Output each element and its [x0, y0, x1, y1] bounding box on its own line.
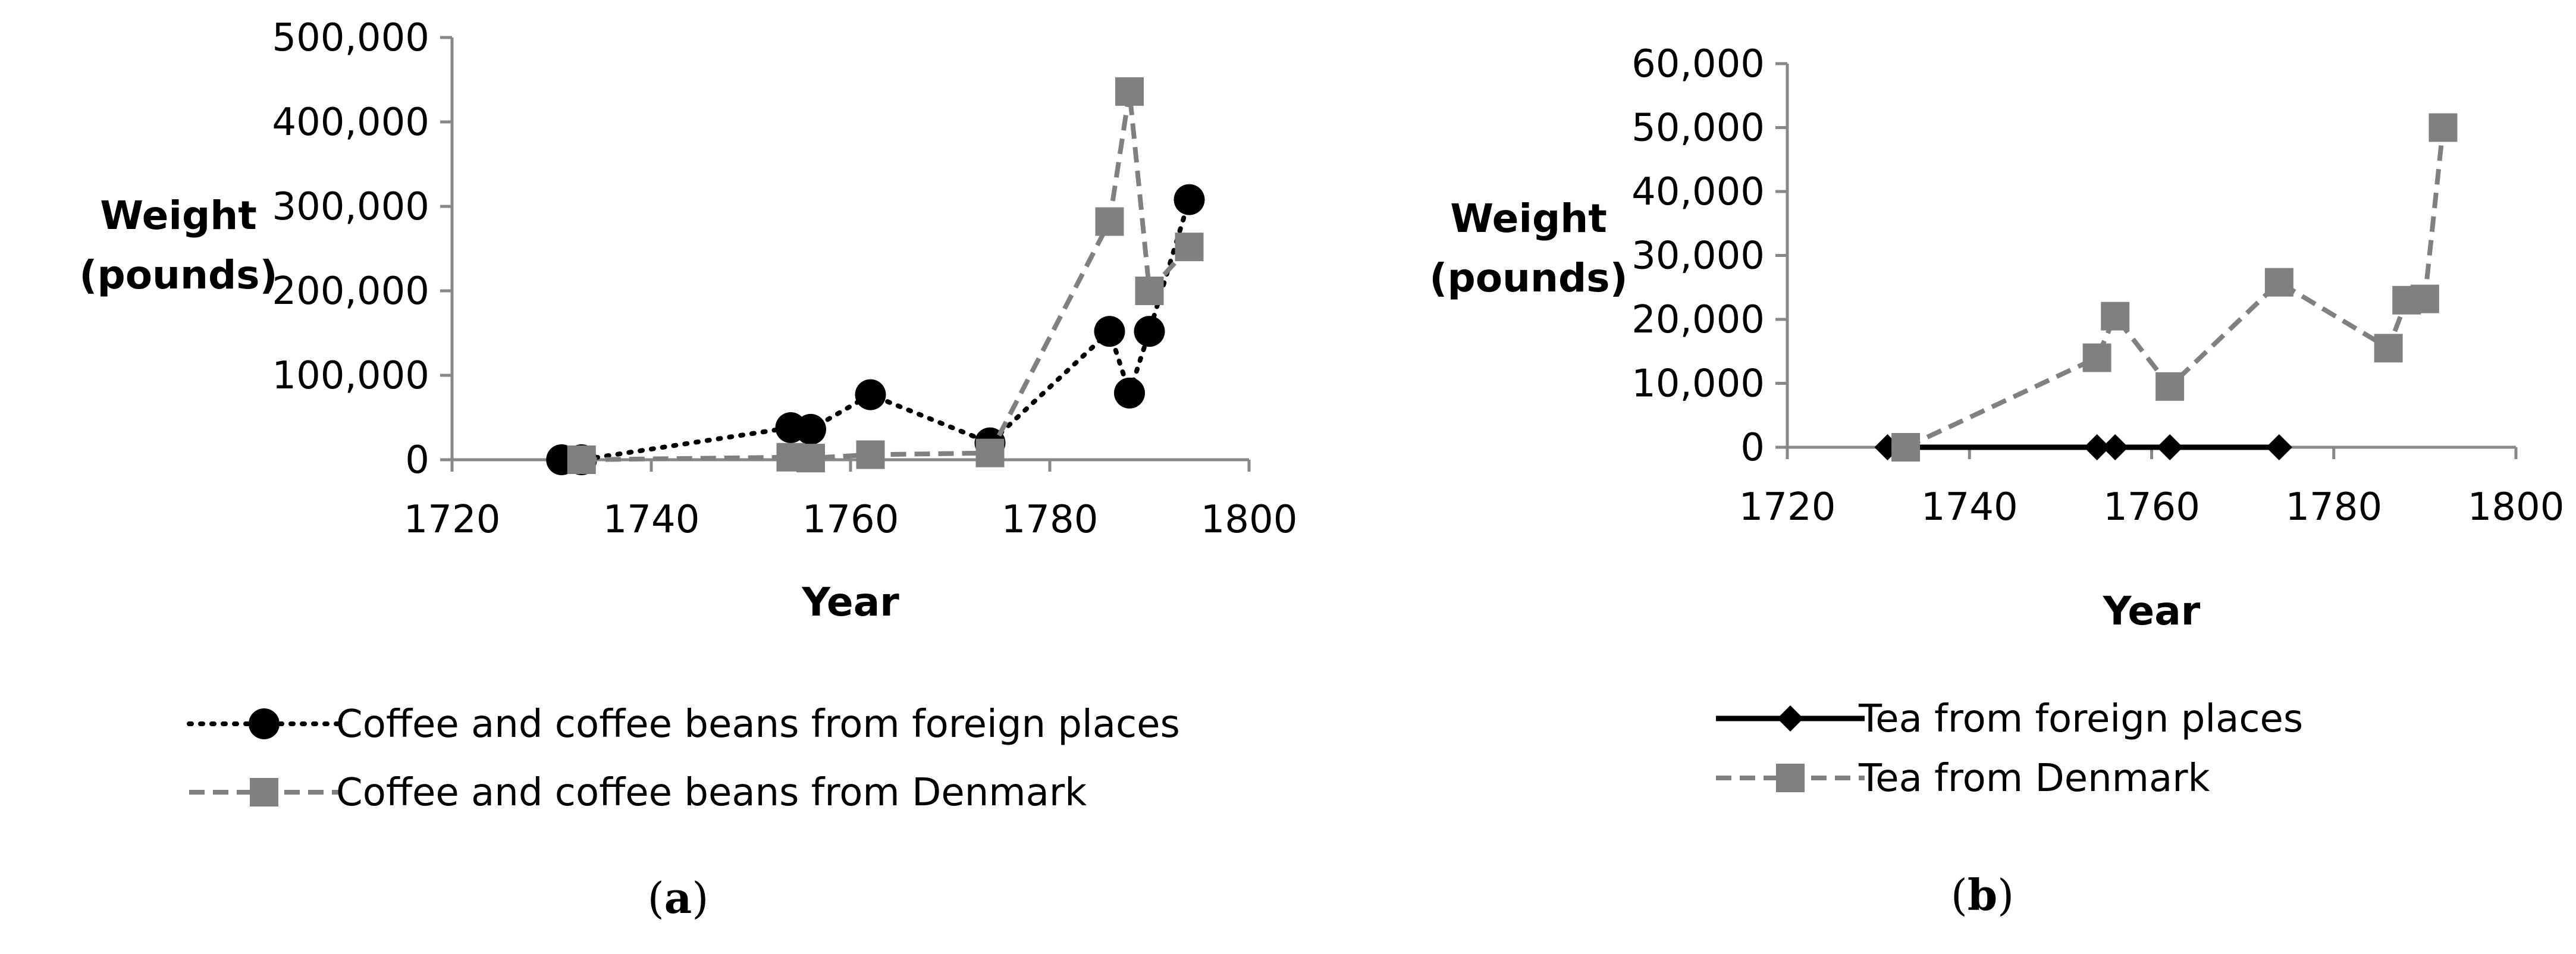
data-point [1095, 207, 1124, 236]
series-1 [1874, 434, 2292, 460]
legend-marker [1777, 705, 1803, 732]
y-axis-label: Weight [100, 193, 257, 238]
data-point [855, 379, 886, 410]
data-point [1891, 433, 1921, 462]
y-tick-label: 200,000 [272, 269, 429, 313]
x-tick-label: 1780 [1002, 498, 1099, 542]
data-point [1115, 77, 1144, 106]
y-tick-label: 100,000 [272, 354, 429, 398]
legend-label: Coffee and coffee beans from foreign pla… [336, 702, 1180, 746]
x-axis-label: Year [2103, 588, 2201, 634]
data-point [2082, 343, 2111, 372]
panel-label: (a) [648, 873, 709, 923]
legend-entry: Tea from Denmark [1716, 757, 2210, 801]
x-tick-label: 1780 [2285, 485, 2382, 529]
y-tick-label: 300,000 [272, 185, 429, 229]
y-tick-label: 0 [405, 438, 429, 482]
data-point [2157, 434, 2183, 460]
x-tick-label: 1800 [2468, 485, 2565, 529]
legend-marker [249, 708, 280, 739]
chart-panel-b: 0 10,000 20,000 30,000 40,000 50,000 60,000 172… [1429, 42, 2564, 920]
legend-entry: Coffee and coffee beans from Denmark [189, 771, 1087, 815]
data-point [796, 444, 825, 473]
legend-entry: Tea from foreign places [1716, 697, 2303, 741]
x-tick-label: 1740 [1921, 485, 2018, 529]
y-tick-label: 30,000 [1631, 234, 1765, 278]
y-tick-label: 60,000 [1631, 42, 1765, 86]
y-tick-label: 500,000 [272, 16, 429, 60]
y-tick-label: 400,000 [272, 101, 429, 145]
x-tick-label: 1800 [1201, 498, 1298, 542]
y-axis-label: Weight [1450, 196, 1607, 241]
x-tick-label: 1760 [802, 498, 899, 542]
series-2 [567, 77, 1204, 474]
data-point [1114, 377, 1145, 409]
data-point [1134, 316, 1165, 347]
data-point [2374, 334, 2403, 363]
panel-label: (b) [1951, 870, 2015, 920]
data-point [2428, 113, 2458, 142]
data-point [856, 440, 885, 469]
data-point [567, 445, 596, 474]
data-point [2084, 434, 2110, 460]
y-tick-label: 20,000 [1631, 298, 1765, 342]
data-point [1094, 316, 1125, 347]
series-line [581, 89, 1191, 462]
legend-entry: Coffee and coffee beans from foreign pla… [187, 702, 1180, 746]
data-point [2101, 302, 2130, 331]
legend-marker [1776, 764, 1805, 792]
series-1 [546, 184, 1205, 475]
chart-panel-a: 0 100,000 200,000 300,000 400,000 500,000 1720… [79, 16, 1297, 923]
y-axis-label: (pounds) [1429, 255, 1627, 301]
data-point [975, 438, 1005, 467]
series-2 [1891, 113, 2458, 462]
y-tick-label: 40,000 [1631, 170, 1765, 214]
legend-label: Tea from foreign places [1858, 697, 2303, 741]
x-tick-label: 1760 [2103, 485, 2200, 529]
data-point [1174, 184, 1205, 215]
data-point [1175, 233, 1204, 262]
legend-label: Tea from Denmark [1858, 757, 2210, 801]
y-tick-label: 50,000 [1631, 106, 1765, 150]
legend-marker [250, 778, 278, 806]
data-point [2264, 268, 2293, 297]
data-point [2410, 284, 2439, 313]
data-point [795, 413, 826, 445]
x-axis-label: Year [801, 579, 899, 625]
data-point [2266, 434, 2292, 460]
data-point [2155, 372, 2185, 401]
y-axis-label: (pounds) [79, 252, 277, 298]
y-tick-label: 0 [1740, 426, 1765, 470]
x-tick-label: 1720 [1739, 485, 1836, 529]
y-tick-label: 10,000 [1631, 362, 1765, 406]
data-point [2102, 434, 2129, 460]
x-tick-label: 1720 [404, 498, 501, 542]
x-tick-label: 1740 [603, 498, 700, 542]
data-point [1135, 277, 1164, 305]
legend-label: Coffee and coffee beans from Denmark [336, 771, 1087, 815]
series-line [559, 197, 1192, 462]
